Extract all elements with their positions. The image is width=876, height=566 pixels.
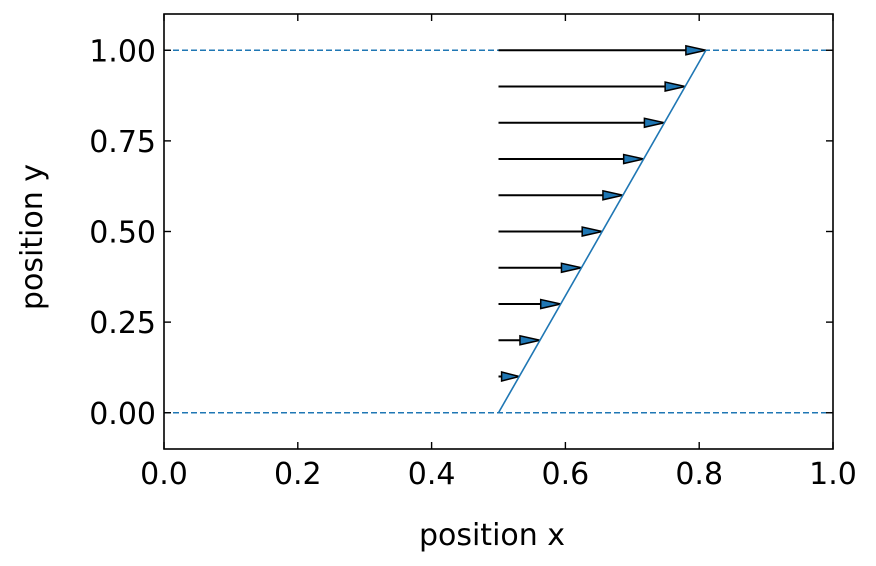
arrow-head-3 xyxy=(560,262,582,274)
y-axis-label: position y xyxy=(15,164,50,310)
x-tick-label-0: 0.0 xyxy=(140,457,188,492)
y-tick-label-4: 1.00 xyxy=(89,34,156,69)
axis-ticks: 0.0 0.2 0.4 0.6 0.8 1.0 0.00 0.25 0.50 0.75 1.00 xyxy=(89,14,857,492)
y-tick-label-3: 0.75 xyxy=(89,125,156,160)
profile-line xyxy=(497,49,707,414)
x-tick-label-4: 0.8 xyxy=(675,457,723,492)
arrow-head-5 xyxy=(602,189,624,201)
y-tick-label-0: 0.00 xyxy=(89,397,156,432)
plot-marks xyxy=(164,44,833,414)
arrow-head-4 xyxy=(581,226,603,237)
x-tick-label-2: 0.4 xyxy=(408,457,456,492)
y-tick-label-1: 0.25 xyxy=(89,306,156,341)
arrow-head-6 xyxy=(622,153,644,165)
x-tick-label-5: 1.0 xyxy=(809,457,857,492)
y-tick-label-2: 0.50 xyxy=(89,216,156,251)
x-tick-label-3: 0.6 xyxy=(542,457,590,492)
arrow-head-2 xyxy=(539,298,561,310)
x-tick-label-1: 0.2 xyxy=(274,457,322,492)
arrow-head-8 xyxy=(664,81,686,92)
arrow-head-9 xyxy=(685,44,707,56)
arrow-head-0 xyxy=(500,371,520,382)
arrow-head-7 xyxy=(643,117,665,129)
arrow-head-1 xyxy=(519,334,541,346)
x-axis-label: position x xyxy=(419,518,565,553)
